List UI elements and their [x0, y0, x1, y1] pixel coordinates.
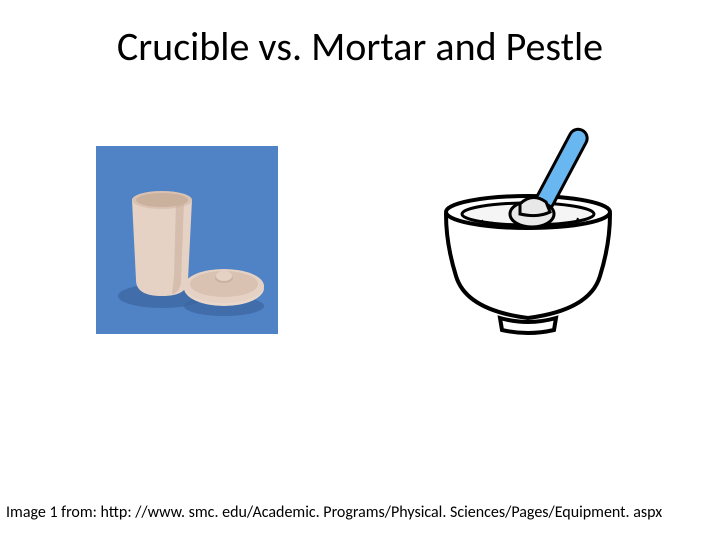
- crucible-image: [96, 146, 278, 334]
- image-source-caption: Image 1 from: http: //www. smc. edu/Acad…: [6, 503, 662, 522]
- slide: Crucible vs. Mortar and Pestle: [0, 0, 720, 540]
- mortar-pestle-image: [428, 118, 626, 338]
- page-title: Crucible vs. Mortar and Pestle: [0, 22, 720, 71]
